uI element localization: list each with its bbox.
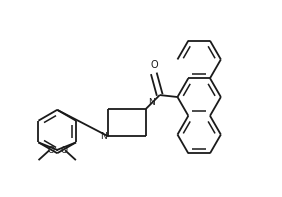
Text: O: O	[150, 60, 158, 70]
Text: N: N	[148, 98, 155, 107]
Text: N: N	[100, 132, 107, 141]
Text: O: O	[47, 146, 54, 155]
Text: O: O	[60, 146, 67, 155]
